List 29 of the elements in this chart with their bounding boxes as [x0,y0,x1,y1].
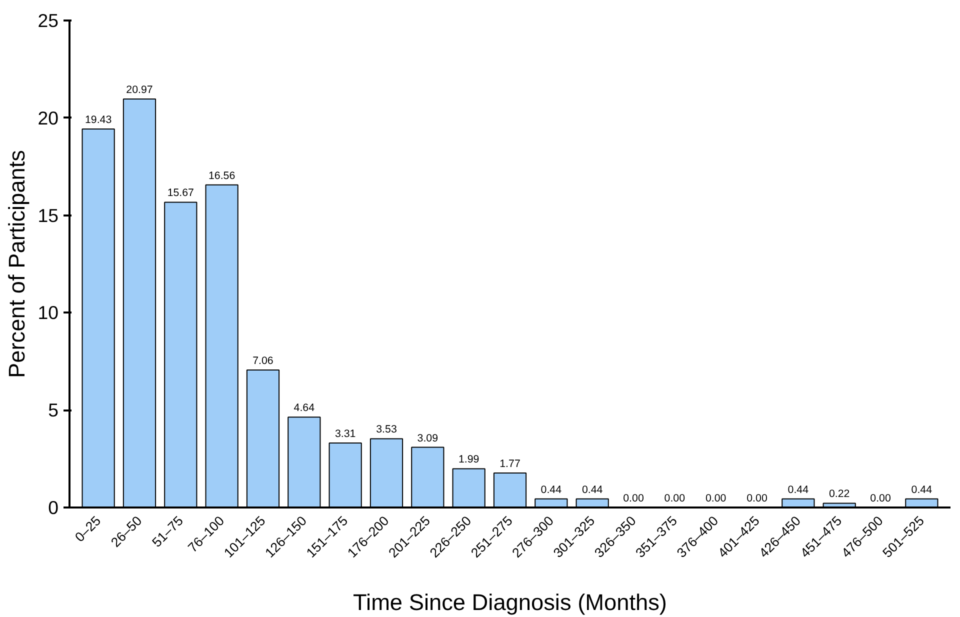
data-label: 0.44 [911,484,932,496]
y-tick-label: 0 [48,497,59,518]
x-axis-title: Time Since Diagnosis (Months) [353,588,667,615]
data-label: 0.44 [582,484,603,496]
y-tick-label: 25 [38,10,59,31]
data-label: 16.56 [208,170,236,182]
data-label: 0.00 [623,492,644,504]
data-label: 3.53 [376,424,397,436]
data-label: 0.00 [746,492,768,504]
y-tick-label: 15 [38,204,59,226]
y-tick-label: 5 [48,400,59,421]
data-label: 3.31 [334,428,356,440]
data-label: 20.97 [126,84,153,96]
data-label: 0.22 [828,488,850,500]
data-label: 1.77 [500,458,520,470]
y-axis-title: Percent of Participants [4,150,30,378]
data-label: 0.44 [788,484,809,496]
data-label: 0.00 [664,492,686,504]
y-tick-label: 20 [38,107,59,128]
data-label: 3.09 [417,432,438,444]
y-tick-label: 10 [38,302,59,324]
data-label: 1.99 [458,454,480,466]
data-label: 15.67 [167,187,194,200]
data-label: 4.64 [294,402,315,414]
data-label: 19.43 [84,114,112,126]
data-label: 0.00 [870,492,891,504]
data-label: 7.06 [252,354,274,367]
data-label: 0.44 [540,484,562,496]
data-label: 0.00 [705,492,726,504]
